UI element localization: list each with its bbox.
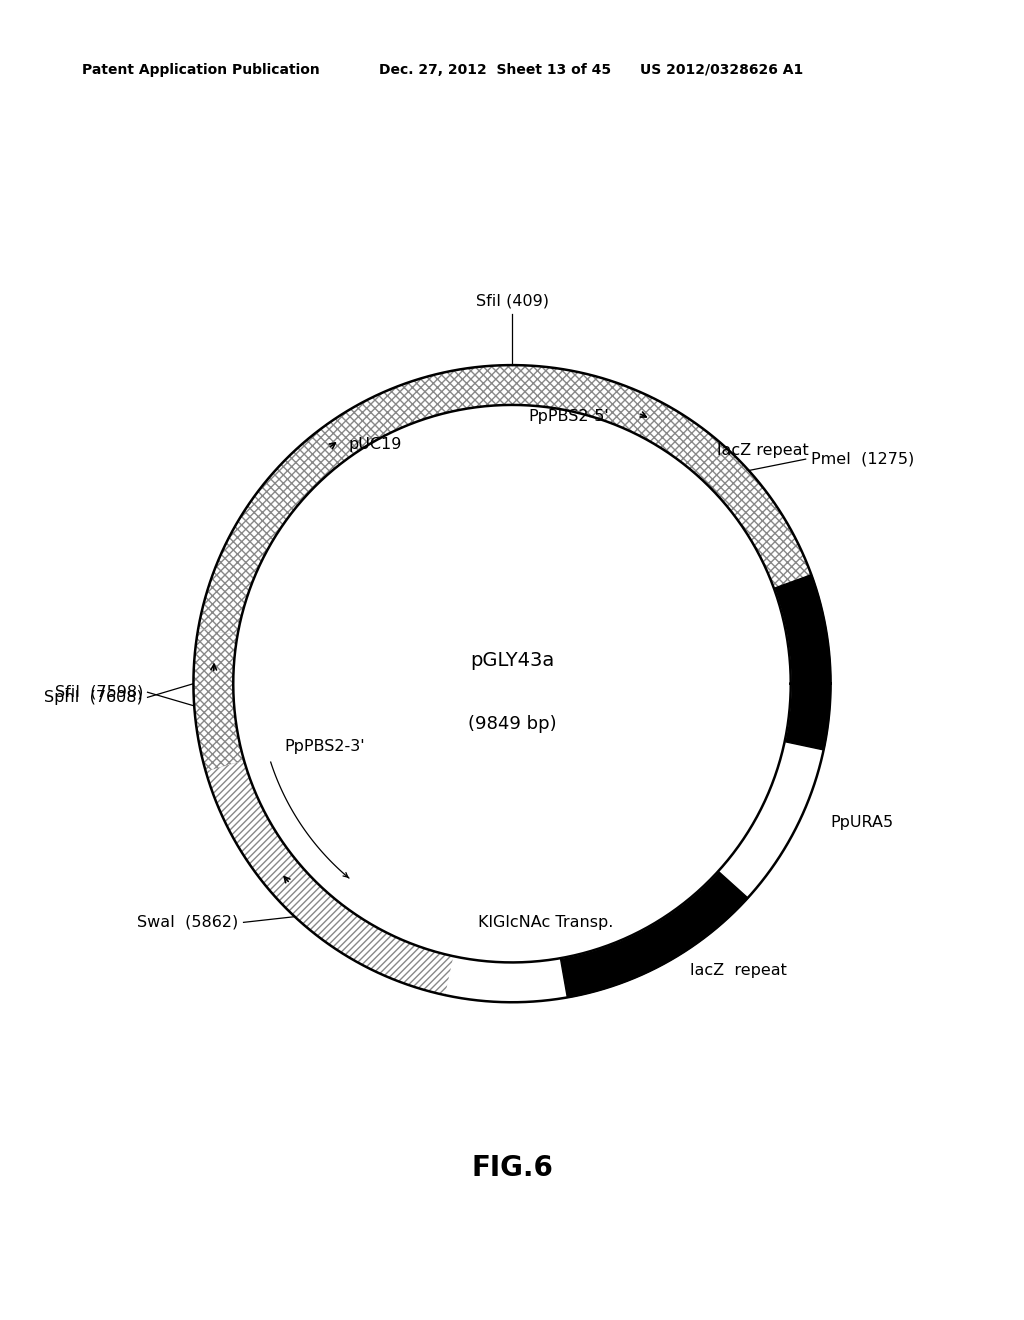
Text: Dec. 27, 2012  Sheet 13 of 45: Dec. 27, 2012 Sheet 13 of 45 bbox=[379, 63, 611, 77]
Text: PpURA5: PpURA5 bbox=[830, 816, 893, 830]
Text: Patent Application Publication: Patent Application Publication bbox=[82, 63, 319, 77]
Polygon shape bbox=[719, 742, 823, 896]
Text: SfiI (409): SfiI (409) bbox=[475, 293, 549, 308]
Polygon shape bbox=[774, 574, 830, 684]
Text: SphI  (7608): SphI (7608) bbox=[44, 690, 143, 705]
Text: FIG.6: FIG.6 bbox=[471, 1154, 553, 1183]
Text: US 2012/0328626 A1: US 2012/0328626 A1 bbox=[640, 63, 803, 77]
Text: PpPBS2-3': PpPBS2-3' bbox=[284, 739, 365, 754]
Polygon shape bbox=[784, 684, 830, 750]
Polygon shape bbox=[233, 405, 791, 962]
Text: pUC19: pUC19 bbox=[349, 437, 402, 453]
Text: KlGlcNAc Transp.: KlGlcNAc Transp. bbox=[478, 915, 613, 931]
Text: pGLY43a: pGLY43a bbox=[470, 652, 554, 671]
Text: SwaI  (5862): SwaI (5862) bbox=[136, 915, 238, 929]
Text: PmeI  (1275): PmeI (1275) bbox=[811, 451, 914, 467]
Polygon shape bbox=[199, 366, 811, 635]
Polygon shape bbox=[206, 760, 454, 995]
Text: SfiI  (7598): SfiI (7598) bbox=[54, 685, 143, 700]
Polygon shape bbox=[560, 870, 749, 998]
Text: PpPBS2-5': PpPBS2-5' bbox=[528, 409, 609, 424]
Polygon shape bbox=[194, 628, 244, 771]
Text: (9849 bp): (9849 bp) bbox=[468, 714, 556, 733]
Polygon shape bbox=[194, 366, 830, 1002]
Text: lacZ  repeat: lacZ repeat bbox=[690, 964, 786, 978]
Text: lacZ repeat: lacZ repeat bbox=[717, 444, 809, 458]
Polygon shape bbox=[445, 957, 567, 1002]
